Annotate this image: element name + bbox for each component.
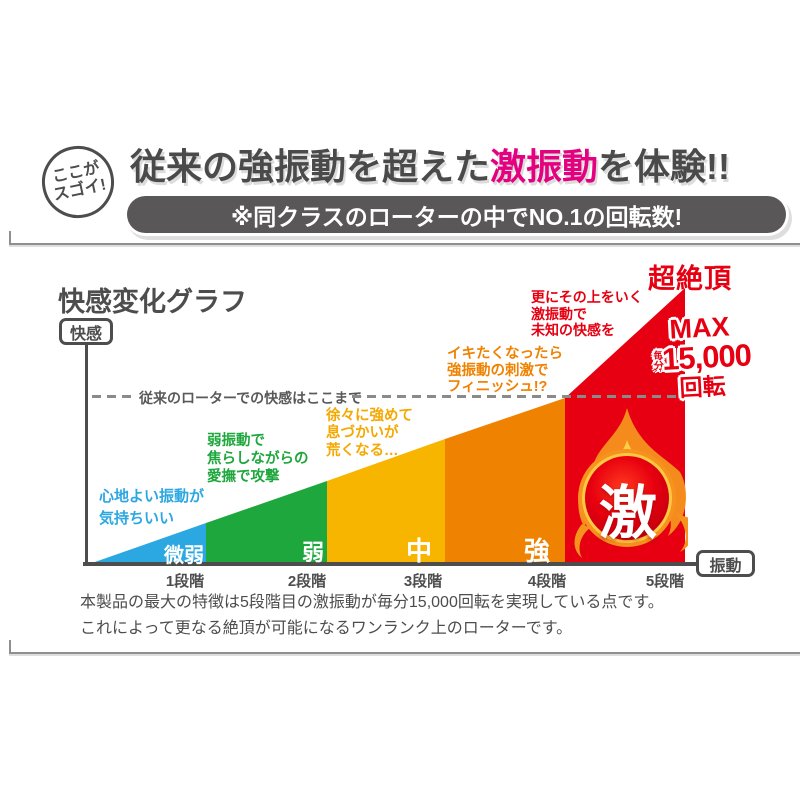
per-minute-label: 毎分 [650, 350, 663, 371]
y-axis-line [85, 345, 88, 565]
y-axis-label: 快感 [69, 325, 102, 343]
reference-line-label: 従来のローターでの快感はここまで [139, 390, 363, 406]
highlight-badge: ここが スゴイ! [35, 139, 121, 225]
geki-circle [585, 456, 669, 540]
section-divider [9, 652, 800, 654]
x-tick-stage4: 4段階 [527, 573, 567, 590]
segment-level2 [206, 481, 327, 563]
x-tick-stage5: 5段階 [645, 573, 685, 590]
strength-label-2: 弱 [301, 540, 325, 565]
annotation-level5: 更にその上をいく 激振動で 未知の快感を [531, 289, 643, 339]
segment-level4 [445, 398, 565, 563]
strength-label-3: 中 [405, 536, 433, 566]
annotation-level1: 心地よい振動が 気持ちいい [99, 488, 205, 527]
annotation-level3: 徐々に強めて 息づかいが 荒くなる… [326, 408, 413, 459]
reference-dash-right [352, 395, 694, 398]
strength-label-4: 強 [523, 536, 551, 566]
pleasure-curve-plot [92, 288, 688, 563]
product-description: 本製品の最大の特徴は5段階目の激振動が毎分15,000回転を実現している点です。… [80, 594, 664, 638]
highlight-badge-label: ここが スゴイ! [50, 159, 108, 205]
sub-banner-label: ※同クラスのローターの中でNO.1の回転数! [230, 203, 683, 230]
annotation-level4: イキたくなったら 強振動の刺激で フィニッシュ!? [447, 346, 563, 396]
x-tick-stage2: 2段階 [287, 573, 327, 590]
x-tick-stage3: 3段階 [403, 573, 443, 590]
x-axis-label: 振動 [709, 557, 742, 575]
chart-title: 快感変化グラフ [58, 287, 247, 317]
reference-dash-left [92, 395, 134, 398]
x-axis-label-box: 振動 [696, 550, 755, 577]
section-corner-tick [9, 640, 11, 652]
max-rotation-badge: MAX 毎分 15,000 回転 [632, 311, 770, 404]
strength-label-1: 微弱 [164, 545, 204, 567]
annotation-level2: 弱振動で 焦らしながらの 愛撫で攻撃 [207, 433, 309, 486]
y-axis-label-box: 快感 [59, 318, 113, 345]
sub-banner: ※同クラスのローターの中でNO.1の回転数! [127, 196, 786, 233]
strength-label-5-geki: 激 [598, 481, 658, 546]
headline-highlight: 激振動 [490, 146, 599, 187]
headline: 従来の強振動を超えた激振動を体験!! [130, 138, 730, 190]
peak-annotation: 超絶頂 [648, 264, 732, 294]
segment-level3 [327, 439, 445, 563]
segment-level1 [92, 523, 206, 563]
x-axis-line [83, 562, 697, 566]
x-tick-stage1: 1段階 [165, 573, 205, 590]
rotation-value: 15,000 [661, 337, 752, 378]
flame-side-left-icon [574, 524, 590, 558]
section-corner-tick [9, 231, 11, 243]
flame-side-right-icon [676, 514, 688, 552]
headline-post: を体験!! [598, 146, 731, 187]
headline-pre: 従来の強振動を超えた [130, 146, 491, 187]
section-divider [9, 243, 800, 245]
